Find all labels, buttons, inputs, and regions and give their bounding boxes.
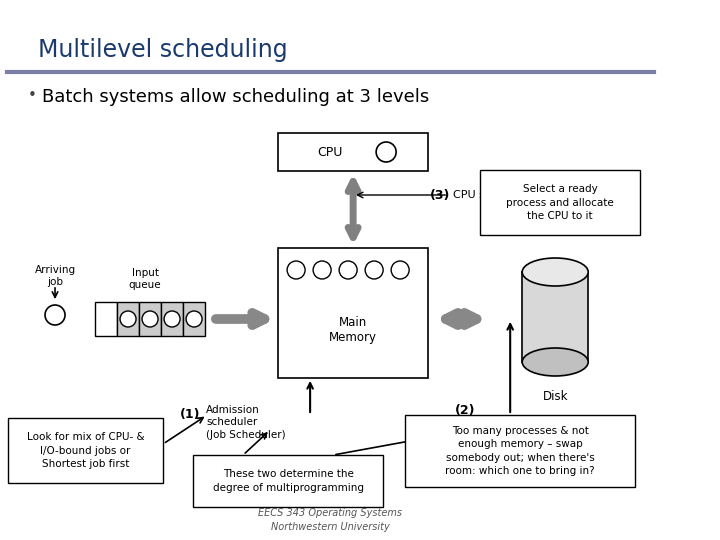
Circle shape (142, 311, 158, 327)
Circle shape (186, 311, 202, 327)
Text: Input
queue: Input queue (129, 268, 161, 291)
FancyBboxPatch shape (117, 302, 139, 336)
FancyBboxPatch shape (183, 302, 205, 336)
Text: CPU scheduler: CPU scheduler (453, 190, 534, 200)
Text: Look for mix of CPU- &
I/O-bound jobs or
Shortest job first: Look for mix of CPU- & I/O-bound jobs or… (27, 433, 144, 469)
FancyBboxPatch shape (95, 302, 117, 336)
Circle shape (164, 311, 180, 327)
Ellipse shape (522, 258, 588, 286)
Text: EECS 343 Operating Systems
Northwestern University: EECS 343 Operating Systems Northwestern … (258, 508, 402, 532)
Circle shape (339, 261, 357, 279)
Text: Arriving
job: Arriving job (35, 265, 76, 287)
FancyBboxPatch shape (193, 455, 383, 507)
Text: •: • (28, 88, 37, 103)
Text: CPU: CPU (318, 145, 343, 159)
FancyBboxPatch shape (278, 248, 428, 378)
Circle shape (376, 142, 396, 162)
FancyBboxPatch shape (522, 272, 588, 362)
Text: Batch systems allow scheduling at 3 levels: Batch systems allow scheduling at 3 leve… (42, 88, 429, 106)
Circle shape (287, 261, 305, 279)
Ellipse shape (522, 348, 588, 376)
Circle shape (120, 311, 136, 327)
FancyBboxPatch shape (405, 415, 635, 487)
Circle shape (45, 305, 65, 325)
Text: Select a ready
process and allocate
the CPU to it: Select a ready process and allocate the … (506, 184, 614, 221)
FancyBboxPatch shape (161, 302, 183, 336)
Circle shape (391, 261, 409, 279)
Text: (1): (1) (179, 408, 200, 421)
Text: Multilevel scheduling: Multilevel scheduling (38, 38, 287, 62)
FancyBboxPatch shape (480, 170, 640, 235)
Text: (2): (2) (455, 404, 476, 417)
Text: Too many processes & not
enough memory – swap
somebody out; when there's
room: w: Too many processes & not enough memory –… (446, 426, 595, 476)
Text: 4: 4 (685, 511, 695, 526)
Text: These two determine the
degree of multiprogramming: These two determine the degree of multip… (212, 469, 364, 492)
Text: (3): (3) (430, 188, 451, 201)
Text: Disk: Disk (542, 390, 568, 403)
FancyBboxPatch shape (278, 133, 428, 171)
Text: Memory
scheduler: Memory scheduler (456, 418, 508, 441)
Text: Main
Memory: Main Memory (329, 316, 377, 344)
Circle shape (365, 261, 383, 279)
Text: Admission
scheduler
(Job Scheduler): Admission scheduler (Job Scheduler) (206, 405, 286, 440)
Circle shape (313, 261, 331, 279)
FancyBboxPatch shape (8, 418, 163, 483)
FancyBboxPatch shape (139, 302, 161, 336)
